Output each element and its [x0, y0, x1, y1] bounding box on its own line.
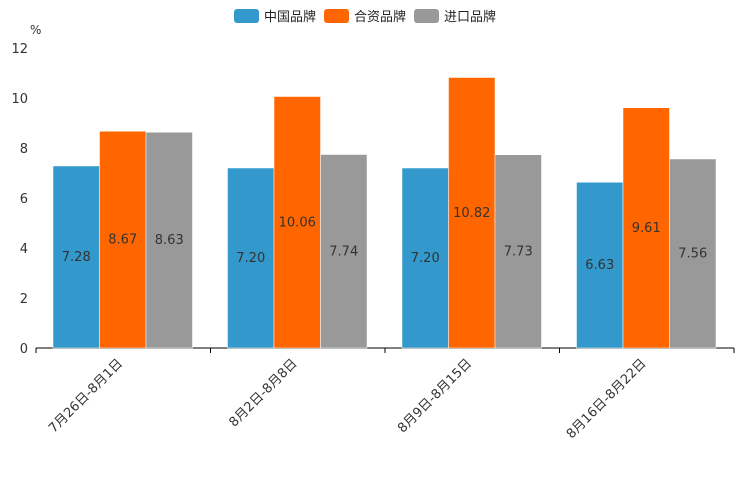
legend-label: 进口品牌 — [444, 9, 496, 25]
y-tick-label: 0 — [20, 342, 28, 357]
y-axis: 0 2 4 6 8 10 12 — [11, 42, 28, 357]
x-tick-label: 8月2日-8月8日 — [226, 356, 300, 430]
bar — [273, 96, 321, 349]
bar-value-label: 7.28 — [62, 250, 91, 265]
bar — [145, 132, 193, 349]
bar — [669, 158, 717, 349]
x-axis: 7月26日-8月1日 8月2日-8月8日 8月9日-8月15日 8月16日-8月22日 — [35, 347, 735, 442]
legend: 中国品牌 合资品牌 进口品牌 — [234, 9, 496, 25]
y-tick-label: 2 — [20, 292, 28, 307]
bar — [99, 131, 147, 349]
x-tick-label: 8月16日-8月22日 — [564, 356, 650, 442]
bar — [448, 77, 496, 349]
bars: 7.28 7.20 7.20 6.63 8.67 10.06 10.82 9.61 8.63 7.… — [52, 77, 717, 349]
y-tick-label: 8 — [20, 142, 28, 157]
bar-value-label: 7.20 — [236, 251, 265, 266]
bar-value-label: 10.06 — [279, 215, 316, 230]
bar-value-label: 7.56 — [678, 247, 707, 262]
legend-swatch — [414, 9, 440, 23]
legend-label: 合资品牌 — [354, 9, 406, 25]
bar-value-label: 7.20 — [411, 251, 440, 266]
bar — [622, 107, 670, 349]
bar-value-label: 10.82 — [453, 206, 490, 221]
x-tick-label: 8月9日-8月15日 — [395, 356, 475, 436]
bar — [494, 154, 542, 349]
bar-value-label: 7.73 — [504, 244, 533, 259]
y-tick-label: 4 — [20, 242, 28, 257]
x-tick-label: 7月26日-8月1日 — [46, 356, 126, 436]
bar — [401, 167, 449, 349]
bar — [576, 182, 624, 349]
bar — [52, 165, 100, 349]
bar-value-label: 8.63 — [155, 233, 184, 248]
y-tick-label: 6 — [20, 192, 28, 207]
legend-swatch — [324, 9, 350, 23]
legend-swatch — [234, 9, 259, 23]
y-axis-unit-label: % — [30, 23, 41, 37]
bar-value-label: 6.63 — [585, 258, 614, 273]
legend-label: 中国品牌 — [264, 9, 316, 25]
bar-value-label: 8.67 — [108, 233, 137, 248]
y-tick-label: 12 — [11, 42, 28, 57]
bar-value-label: 7.74 — [329, 244, 358, 259]
bar — [320, 154, 368, 349]
y-tick-label: 10 — [11, 92, 28, 107]
bar-value-label: 9.61 — [632, 221, 661, 236]
